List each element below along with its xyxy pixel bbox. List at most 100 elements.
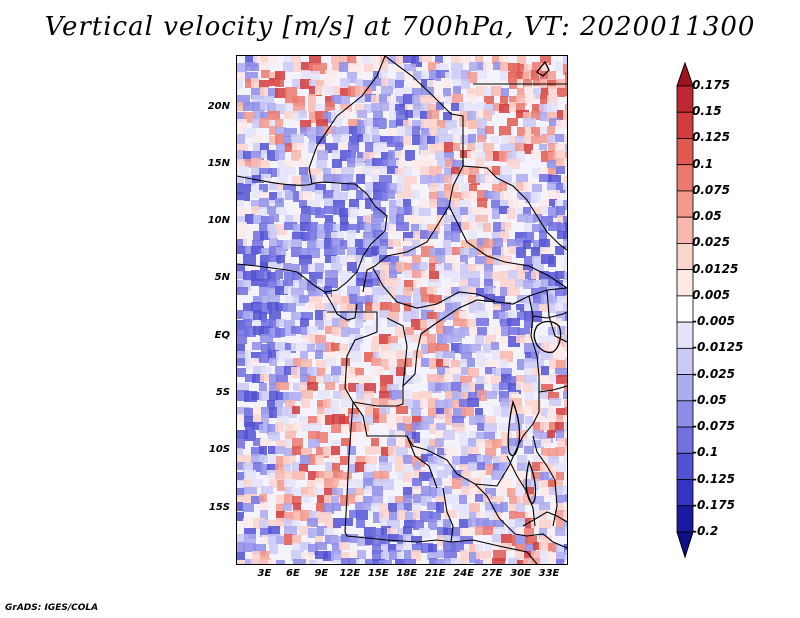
- field-cell: [411, 550, 421, 561]
- field-cell: [421, 294, 434, 302]
- field-cell: [405, 110, 413, 118]
- field-cell: [259, 223, 269, 231]
- field-cell: [476, 288, 488, 297]
- field-cell: [541, 294, 553, 305]
- field-cell: [403, 296, 411, 306]
- field-cell: [532, 504, 542, 512]
- field-cell: [533, 88, 542, 99]
- field-cell: [532, 256, 545, 264]
- field-cell: [476, 518, 489, 528]
- field-cell: [500, 454, 508, 462]
- field-cell: [396, 214, 404, 225]
- field-cell: [308, 488, 318, 497]
- field-cell: [435, 351, 445, 362]
- field-cell: [468, 454, 481, 464]
- field-cell: [275, 127, 286, 135]
- field-cell: [556, 559, 564, 564]
- latitude-label: 10S: [208, 444, 230, 456]
- field-cell: [347, 56, 357, 65]
- field-cell: [507, 376, 517, 386]
- field-cell: [412, 486, 422, 497]
- field-cell: [276, 560, 285, 564]
- field-cell: [443, 326, 454, 336]
- field-cell: [315, 512, 328, 523]
- field-cell: [493, 527, 506, 537]
- colorbar-label: 0.1: [692, 156, 714, 171]
- field-cell: [563, 512, 567, 520]
- field-cell: [237, 264, 245, 272]
- field-cell: [452, 262, 465, 271]
- field-cell: [379, 462, 392, 472]
- field-cell: [316, 136, 326, 146]
- field-cell: [565, 222, 567, 233]
- field-cell: [565, 191, 567, 201]
- field-cell: [275, 422, 284, 432]
- field-cell: [563, 200, 567, 210]
- field-cell: [516, 174, 528, 183]
- field-cell: [395, 168, 406, 176]
- field-cell: [379, 334, 391, 344]
- field-cell: [395, 327, 404, 338]
- field-cell: [269, 78, 280, 86]
- field-cell: [277, 166, 288, 175]
- field-cell: [332, 414, 345, 424]
- field-cell: [315, 320, 324, 330]
- field-cell: [565, 152, 567, 162]
- field-cell: [492, 384, 503, 395]
- field-cell: [348, 432, 357, 442]
- field-cell: [516, 95, 527, 106]
- field-cell: [445, 255, 455, 266]
- field-cell: [332, 543, 341, 554]
- field-cell: [277, 480, 287, 491]
- field-cell: [483, 494, 491, 505]
- field-cell: [555, 527, 567, 536]
- field-cell: [259, 520, 270, 529]
- field-cell: [476, 110, 486, 121]
- field-cell: [468, 392, 481, 400]
- field-cell: [428, 398, 439, 409]
- field-cell: [565, 527, 567, 536]
- field-cell: [292, 462, 300, 472]
- colorbar-label: -0.2: [692, 524, 719, 538]
- field-cell: [387, 438, 396, 447]
- field-cell: [563, 287, 567, 295]
- field-cell: [548, 143, 558, 154]
- field-cell: [276, 375, 288, 383]
- field-cell: [275, 366, 286, 375]
- field-cell: [483, 143, 494, 154]
- field-cell: [485, 416, 496, 427]
- field-cell: [403, 542, 416, 550]
- field-cell: [333, 560, 342, 564]
- field-cell: [373, 111, 383, 120]
- field-cell: [437, 191, 447, 202]
- field-cell: [356, 95, 365, 103]
- field-cell: [469, 512, 480, 522]
- field-cell: [565, 447, 567, 455]
- field-cell: [356, 456, 369, 464]
- field-cell: [299, 110, 307, 118]
- field-cell: [347, 239, 358, 248]
- field-cell: [461, 222, 473, 230]
- field-cell: [459, 511, 468, 519]
- field-cell: [387, 158, 399, 166]
- field-cell: [533, 422, 544, 433]
- field-cell: [548, 175, 561, 184]
- field-cell: [469, 222, 478, 232]
- longitude-label: 6E: [286, 568, 300, 579]
- field-cell: [380, 518, 389, 527]
- field-cell: [324, 222, 336, 231]
- field-cell: [444, 215, 453, 223]
- field-cell: [267, 342, 275, 351]
- field-cell: [252, 102, 265, 111]
- field-cell: [259, 455, 268, 463]
- field-cell: [453, 374, 465, 384]
- field-cell: [427, 446, 435, 455]
- field-cell: [300, 374, 310, 385]
- field-cell: [501, 247, 510, 258]
- field-cell: [243, 311, 255, 322]
- field-cell: [469, 239, 482, 250]
- field-cell: [268, 560, 278, 564]
- field-cell: [325, 415, 334, 425]
- field-cell: [435, 56, 443, 63]
- field-cell: [468, 231, 477, 239]
